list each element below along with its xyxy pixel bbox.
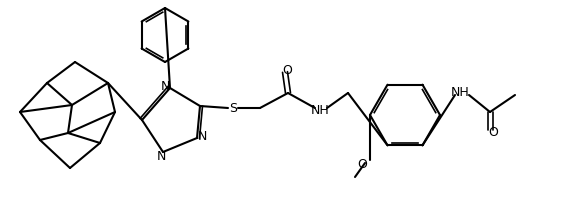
Text: N: N [198,130,207,142]
Text: O: O [357,157,367,171]
Text: N: N [160,79,170,93]
Text: N: N [156,150,166,162]
Text: NH: NH [451,87,469,99]
Text: O: O [282,63,292,77]
Text: S: S [229,102,237,114]
Text: O: O [488,126,498,140]
Text: NH: NH [311,104,329,116]
